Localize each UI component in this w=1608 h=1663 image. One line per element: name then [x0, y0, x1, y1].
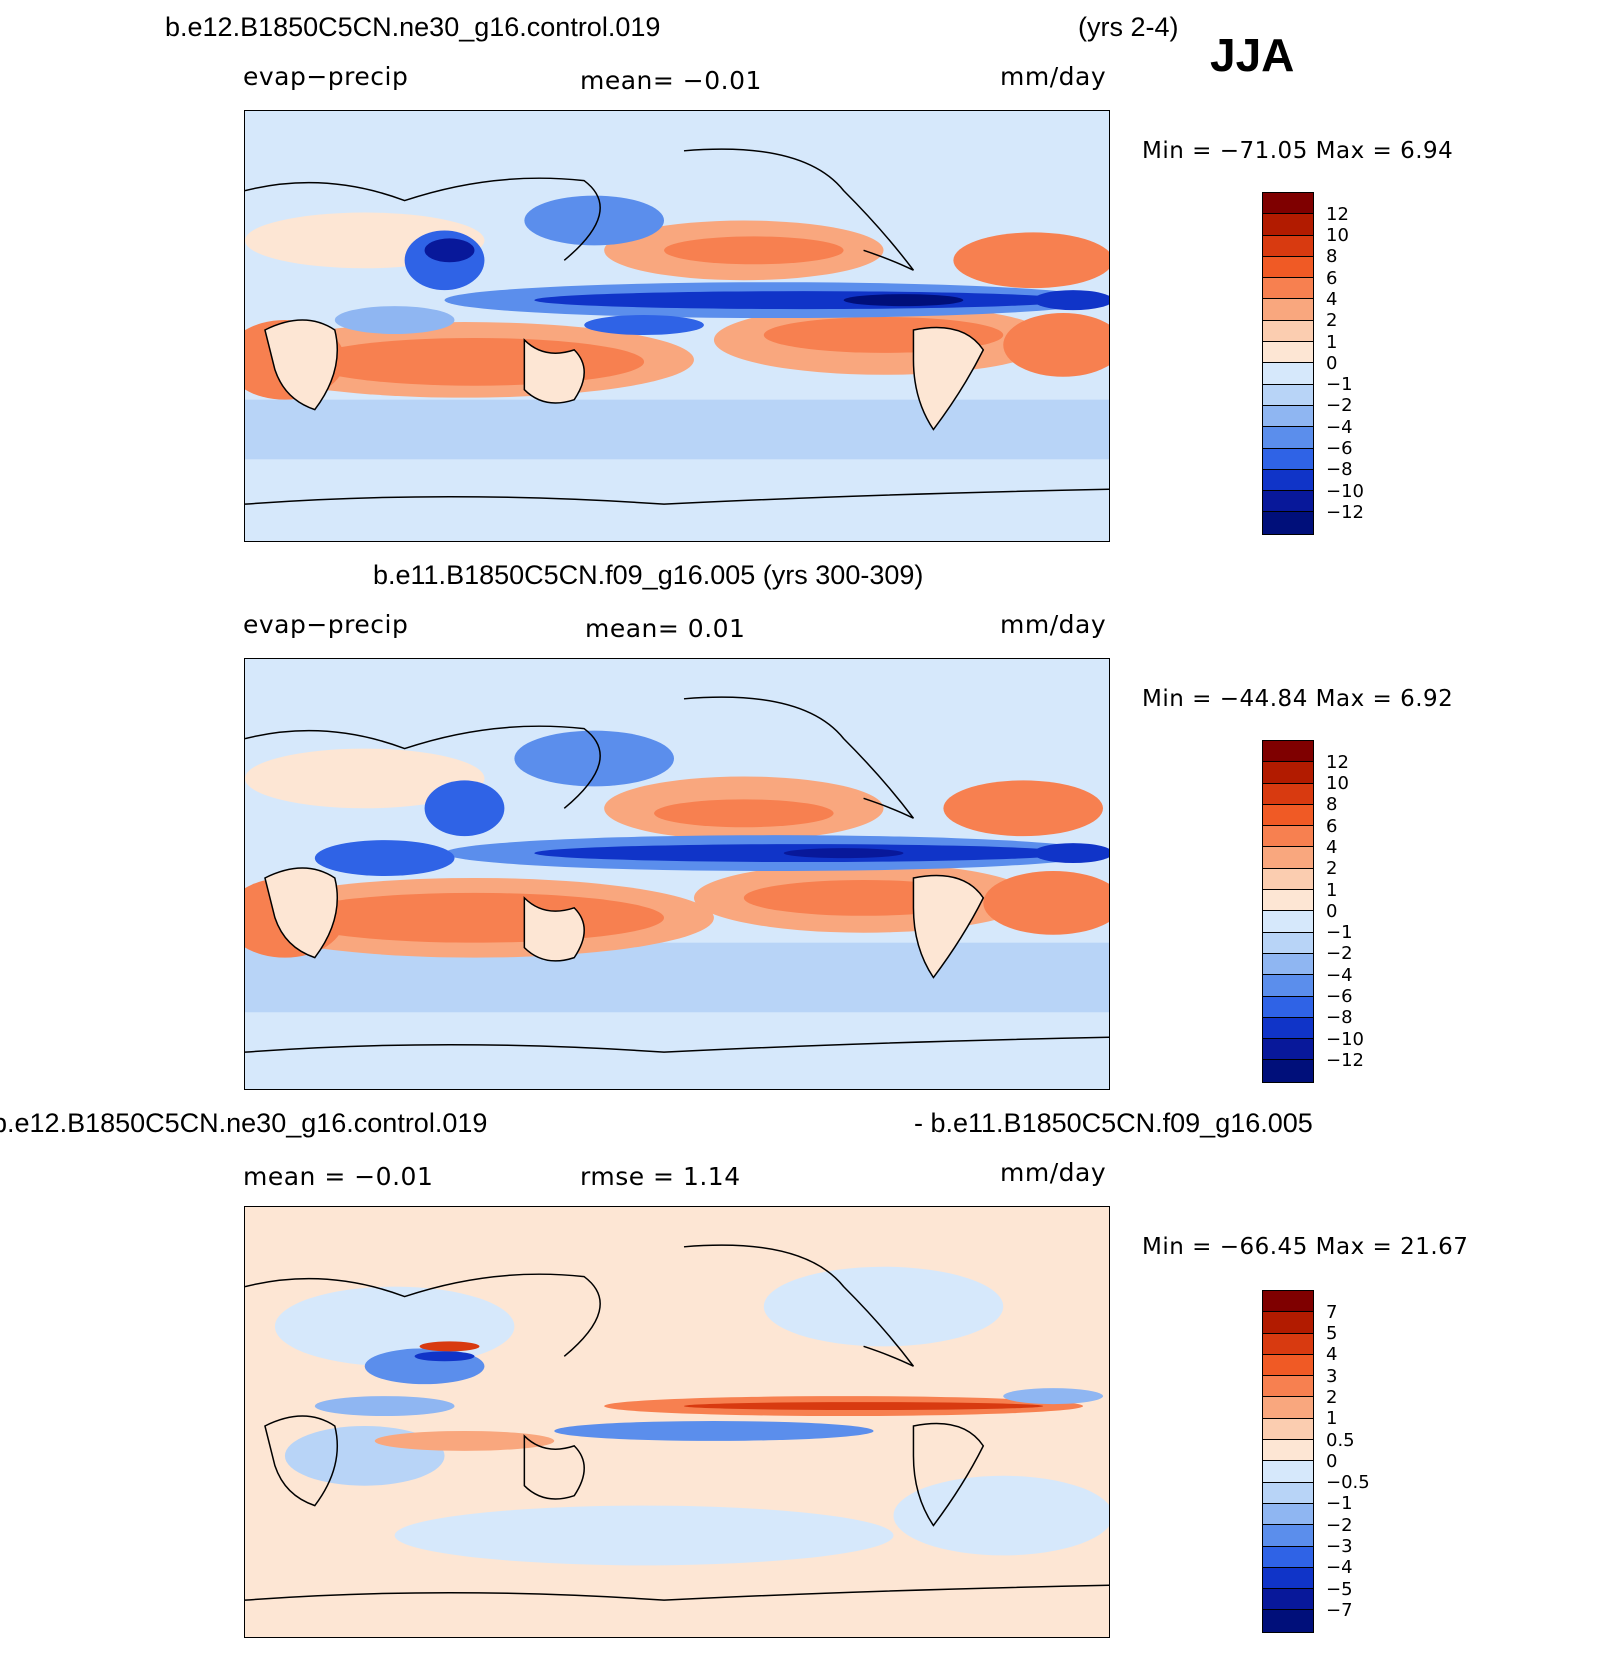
panel1-minmax: Min = −71.05 Max = 6.94 — [1142, 138, 1454, 164]
colorbar-label: 1 — [1326, 880, 1338, 901]
colorbar-label: −1 — [1326, 374, 1353, 395]
panel2-colorbar — [1262, 740, 1314, 1083]
colorbar-label: 6 — [1326, 816, 1338, 837]
colorbar-label: −2 — [1326, 943, 1353, 964]
colorbar-label: −10 — [1326, 1029, 1364, 1050]
colorbar-label: 0 — [1326, 353, 1338, 374]
panel3-mean-label: mean = −0.01 — [243, 1162, 434, 1191]
panel1-units: mm/day — [1000, 62, 1107, 91]
colorbar-label: 2 — [1326, 1387, 1338, 1408]
panel3-title: b.e12.B1850C5CN.ne30_g16.control.019 — [0, 1108, 488, 1138]
colorbar-label: 3 — [1326, 1366, 1338, 1387]
colorbar-label: −12 — [1326, 1050, 1364, 1071]
colorbar-label: −1 — [1326, 922, 1353, 943]
colorbar-label: 7 — [1326, 1302, 1338, 1323]
colorbar-label: −2 — [1326, 1515, 1353, 1536]
colorbar-label: −2 — [1326, 395, 1353, 416]
colorbar-label: −8 — [1326, 1007, 1353, 1028]
colorbar-label: −6 — [1326, 438, 1353, 459]
colorbar-label: −1 — [1326, 1493, 1353, 1514]
colorbar-label: −6 — [1326, 986, 1353, 1007]
colorbar-label: −7 — [1326, 1600, 1353, 1621]
panel3-title-right: - b.e11.B1850C5CN.f09_g16.005 — [914, 1108, 1313, 1138]
panel2-title: b.e11.B1850C5CN.f09_g16.005 (yrs 300-309… — [373, 560, 924, 590]
panel1-mean-label: mean= −0.01 — [580, 66, 762, 95]
colorbar-label: 4 — [1326, 1344, 1338, 1365]
colorbar-label: 2 — [1326, 310, 1338, 331]
colorbar-label: 10 — [1326, 225, 1349, 246]
colorbar-label: −0.5 — [1326, 1472, 1370, 1493]
panel3-map-field — [245, 1207, 1109, 1637]
colorbar-label: −4 — [1326, 1557, 1353, 1578]
colorbar-label: 12 — [1326, 204, 1349, 225]
panel3-units: mm/day — [1000, 1158, 1107, 1187]
panel2-minmax: Min = −44.84 Max = 6.92 — [1142, 686, 1454, 712]
panel1-map — [244, 110, 1110, 542]
panel2-mean-label: mean= 0.01 — [585, 614, 746, 643]
panel3-colorbar — [1262, 1290, 1314, 1633]
colorbar-label: −4 — [1326, 965, 1353, 986]
colorbar-label: 4 — [1326, 289, 1338, 310]
colorbar-label: 1 — [1326, 1408, 1338, 1429]
colorbar-label: 5 — [1326, 1323, 1338, 1344]
colorbar-label: 0 — [1326, 901, 1338, 922]
colorbar-label: −5 — [1326, 1579, 1353, 1600]
season-label: JJA — [1210, 29, 1295, 81]
colorbar-label: −12 — [1326, 502, 1364, 523]
colorbar-label: 8 — [1326, 246, 1338, 267]
colorbar-label: 0.5 — [1326, 1430, 1355, 1451]
colorbar-label: 2 — [1326, 858, 1338, 879]
panel1-title-years: (yrs 2-4) — [1078, 12, 1179, 42]
panel1-title: b.e12.B1850C5CN.ne30_g16.control.019 — [165, 12, 661, 42]
panel1-map-field — [245, 111, 1109, 541]
colorbar-label: −8 — [1326, 459, 1353, 480]
panel3-map — [244, 1206, 1110, 1638]
colorbar-label: 1 — [1326, 332, 1338, 353]
panel3-rmse-label: rmse = 1.14 — [580, 1162, 741, 1191]
panel2-map-field — [245, 659, 1109, 1089]
colorbar-label: 10 — [1326, 773, 1349, 794]
panel2-units: mm/day — [1000, 610, 1107, 639]
panel3-minmax: Min = −66.45 Max = 21.67 — [1142, 1234, 1469, 1260]
panel1-variable-label: evap−precip — [243, 62, 409, 91]
panel2-map — [244, 658, 1110, 1090]
panel2-variable-label: evap−precip — [243, 610, 409, 639]
panel1-colorbar — [1262, 192, 1314, 535]
colorbar-label: −3 — [1326, 1536, 1353, 1557]
colorbar-label: 4 — [1326, 837, 1338, 858]
colorbar-label: 8 — [1326, 794, 1338, 815]
colorbar-label: −4 — [1326, 417, 1353, 438]
colorbar-label: 0 — [1326, 1451, 1338, 1472]
colorbar-label: 6 — [1326, 268, 1338, 289]
colorbar-label: 12 — [1326, 752, 1349, 773]
colorbar-label: −10 — [1326, 481, 1364, 502]
